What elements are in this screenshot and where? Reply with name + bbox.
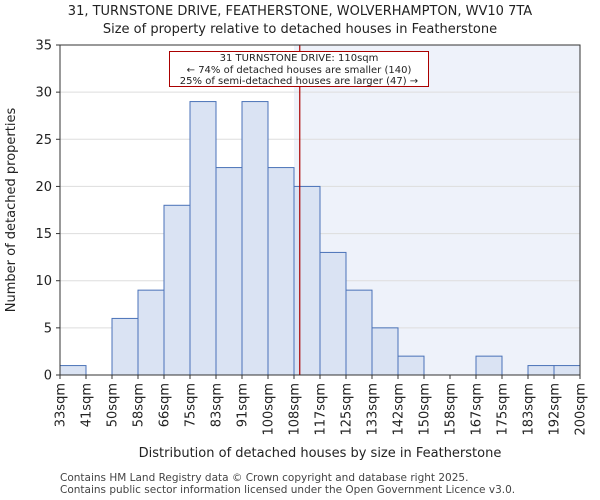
footer-line-2: Contains public sector information licen…: [60, 484, 516, 496]
y-tick-label: 10: [35, 274, 52, 289]
y-tick-label: 5: [44, 321, 52, 336]
x-tick-label: 125sqm: [340, 383, 355, 436]
bar: [475, 355, 503, 376]
bar: [59, 365, 87, 376]
bar: [137, 289, 165, 376]
x-tick-label: 91sqm: [236, 383, 251, 427]
x-tick-label: 83sqm: [210, 383, 225, 427]
x-tick-label: 33sqm: [54, 383, 69, 427]
bar: [371, 327, 399, 376]
x-tick-label: 58sqm: [132, 383, 147, 427]
bar: [345, 289, 373, 376]
bar: [527, 365, 555, 376]
bar: [163, 204, 191, 376]
marker-annotation: 31 TURNSTONE DRIVE: 110sqm ← 74% of deta…: [169, 51, 429, 87]
annotation-line-1: 31 TURNSTONE DRIVE: 110sqm: [219, 53, 379, 64]
bar: [267, 167, 295, 376]
bar: [397, 355, 425, 376]
x-tick-label: 66sqm: [158, 383, 173, 427]
y-tick-label: 35: [35, 39, 52, 54]
x-tick-label: 167sqm: [470, 383, 485, 436]
bar: [215, 167, 243, 376]
bar: [293, 185, 321, 376]
y-tick-label: 30: [35, 86, 52, 101]
chart-subtitle: Size of property relative to detached ho…: [102, 22, 498, 37]
y-tick-label: 15: [35, 227, 52, 242]
x-tick-label: 142sqm: [392, 383, 407, 436]
footer-line-1: Contains HM Land Registry data © Crown c…: [60, 472, 469, 484]
bar: [111, 317, 139, 376]
y-tick-label: 20: [35, 180, 52, 195]
annotation-line-3: 25% of semi-detached houses are larger (…: [179, 76, 419, 87]
y-axis-label: Number of detached properties: [4, 108, 19, 313]
x-tick-label: 41sqm: [80, 383, 95, 427]
y-tick-label: 0: [44, 369, 52, 384]
x-tick-label: 192sqm: [548, 383, 563, 436]
x-tick-label: 133sqm: [366, 383, 381, 436]
x-tick-label: 200sqm: [574, 383, 589, 436]
x-tick-label: 108sqm: [288, 383, 303, 436]
x-tick-label: 183sqm: [522, 383, 537, 436]
bar: [189, 101, 217, 376]
x-tick-label: 50sqm: [106, 383, 121, 427]
bar: [553, 365, 581, 376]
chart-title: 31, TURNSTONE DRIVE, FEATHERSTONE, WOLVE…: [67, 4, 533, 19]
bar: [241, 101, 269, 376]
x-tick-label: 175sqm: [496, 383, 511, 436]
x-tick-label: 75sqm: [184, 383, 199, 427]
x-tick-label: 150sqm: [418, 383, 433, 436]
annotation-line-2: ← 74% of detached houses are smaller (14…: [186, 64, 412, 76]
x-tick-label: 117sqm: [314, 383, 329, 436]
x-axis-label: Distribution of detached houses by size …: [139, 446, 502, 461]
x-tick-label: 158sqm: [444, 383, 459, 436]
bar: [319, 251, 347, 376]
y-tick-label: 25: [35, 133, 52, 148]
x-tick-label: 100sqm: [262, 383, 277, 436]
